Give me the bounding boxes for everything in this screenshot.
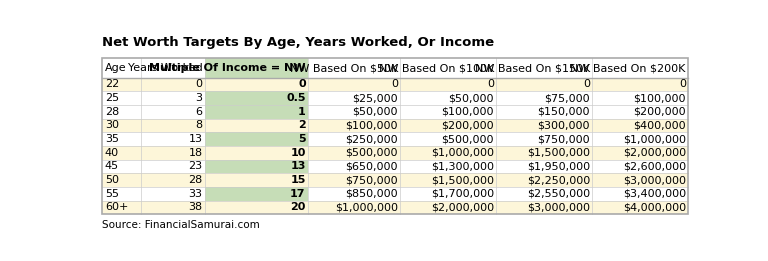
Text: $2,000,000: $2,000,000 (431, 202, 494, 212)
Text: $2,550,000: $2,550,000 (527, 189, 590, 199)
Bar (102, 146, 688, 159)
Text: $3,400,000: $3,400,000 (623, 189, 686, 199)
Text: $200,000: $200,000 (634, 107, 686, 117)
Text: $300,000: $300,000 (538, 120, 590, 130)
Text: 0: 0 (487, 79, 494, 90)
Text: 23: 23 (188, 161, 203, 171)
Text: 15: 15 (290, 175, 306, 185)
Text: 60+: 60+ (105, 202, 128, 212)
Text: Multiple Of Income = NW: Multiple Of Income = NW (149, 63, 306, 73)
Text: NW Based On $200K: NW Based On $200K (571, 63, 686, 73)
Text: $3,000,000: $3,000,000 (623, 175, 686, 185)
Text: $75,000: $75,000 (545, 93, 590, 103)
Text: Age: Age (105, 63, 127, 73)
Text: $650,000: $650,000 (346, 161, 398, 171)
Text: $400,000: $400,000 (634, 120, 686, 130)
Text: $2,250,000: $2,250,000 (527, 175, 590, 185)
Text: $1,000,000: $1,000,000 (431, 148, 494, 158)
Text: $3,000,000: $3,000,000 (527, 202, 590, 212)
Bar (102, 78, 688, 91)
Text: 17: 17 (290, 189, 306, 199)
Text: 5: 5 (298, 134, 306, 144)
Text: 13: 13 (189, 134, 203, 144)
Text: 8: 8 (196, 120, 203, 130)
Text: NW Based On $100K: NW Based On $100K (379, 63, 494, 73)
Text: 0: 0 (391, 79, 398, 90)
Text: $1,000,000: $1,000,000 (623, 134, 686, 144)
Text: 55: 55 (105, 189, 119, 199)
Text: 33: 33 (189, 189, 203, 199)
Text: $100,000: $100,000 (634, 93, 686, 103)
Text: 20: 20 (290, 202, 306, 212)
Text: $1,300,000: $1,300,000 (431, 161, 494, 171)
Text: $25,000: $25,000 (353, 93, 398, 103)
Text: $1,000,000: $1,000,000 (335, 202, 398, 212)
Text: 35: 35 (105, 134, 119, 144)
Text: $500,000: $500,000 (346, 148, 398, 158)
Text: 2: 2 (298, 120, 306, 130)
Text: 0: 0 (679, 79, 686, 90)
Text: 38: 38 (188, 202, 203, 212)
Text: 28: 28 (105, 107, 119, 117)
Text: $1,500,000: $1,500,000 (527, 148, 590, 158)
Text: $500,000: $500,000 (442, 134, 494, 144)
Text: 22: 22 (105, 79, 119, 90)
Text: Source: FinancialSamurai.com: Source: FinancialSamurai.com (102, 220, 260, 230)
Text: $1,950,000: $1,950,000 (527, 161, 590, 171)
Text: $150,000: $150,000 (538, 107, 590, 117)
Text: $1,500,000: $1,500,000 (431, 175, 494, 185)
Text: $100,000: $100,000 (346, 120, 398, 130)
Text: $1,700,000: $1,700,000 (431, 189, 494, 199)
Text: $2,000,000: $2,000,000 (623, 148, 686, 158)
Bar (102, 173, 688, 187)
Text: $750,000: $750,000 (538, 134, 590, 144)
Text: $100,000: $100,000 (442, 107, 494, 117)
Text: 0: 0 (583, 79, 590, 90)
Bar (102, 200, 688, 214)
Bar (102, 58, 688, 214)
Text: NW Based On $150K: NW Based On $150K (475, 63, 590, 73)
Text: 0.5: 0.5 (286, 93, 306, 103)
Text: 10: 10 (290, 148, 306, 158)
Text: 28: 28 (188, 175, 203, 185)
Text: $750,000: $750,000 (346, 175, 398, 185)
Text: 40: 40 (105, 148, 119, 158)
Text: $200,000: $200,000 (442, 120, 494, 130)
Text: 50: 50 (105, 175, 119, 185)
Text: Years Worked: Years Worked (127, 63, 203, 73)
Text: Net Worth Targets By Age, Years Worked, Or Income: Net Worth Targets By Age, Years Worked, … (102, 36, 494, 49)
Text: 18: 18 (188, 148, 203, 158)
Text: $50,000: $50,000 (353, 107, 398, 117)
Text: 3: 3 (196, 93, 203, 103)
Bar (205, 58, 308, 214)
Text: $4,000,000: $4,000,000 (623, 202, 686, 212)
Text: $250,000: $250,000 (346, 134, 398, 144)
Text: 25: 25 (105, 93, 119, 103)
Text: $2,600,000: $2,600,000 (623, 161, 686, 171)
Text: 6: 6 (196, 107, 203, 117)
Text: 0: 0 (196, 79, 203, 90)
Text: $50,000: $50,000 (449, 93, 494, 103)
Text: 1: 1 (298, 107, 306, 117)
Text: 13: 13 (290, 161, 306, 171)
Text: 45: 45 (105, 161, 119, 171)
Bar (102, 118, 688, 132)
Text: NW Based On $50K: NW Based On $50K (290, 63, 398, 73)
Text: 0: 0 (298, 79, 306, 90)
Text: 30: 30 (105, 120, 119, 130)
Text: $850,000: $850,000 (346, 189, 398, 199)
